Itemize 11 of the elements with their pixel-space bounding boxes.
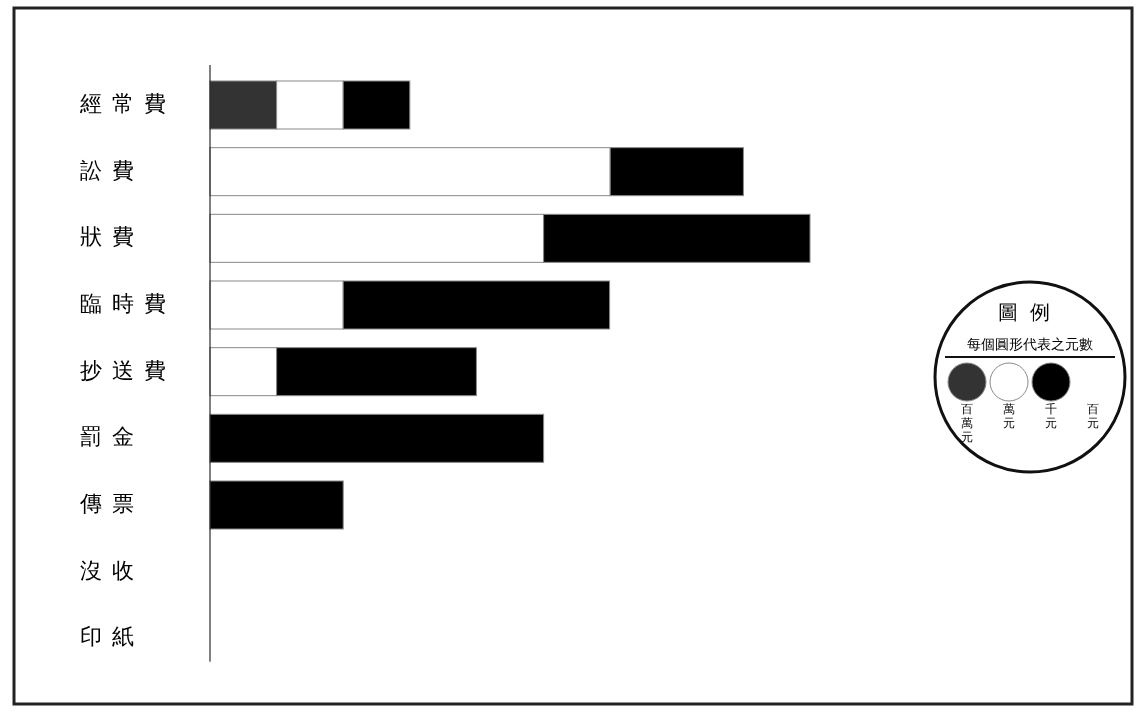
y-tick-label: 傳票 (79, 491, 144, 516)
y-tick-label: 經常費 (79, 91, 176, 116)
y-tick-label: 狀費 (80, 224, 144, 250)
y-tick-label: 訟費 (80, 157, 144, 183)
y-tick-label: 罰金 (80, 424, 144, 450)
y-tick-label: 抄送費 (80, 357, 176, 383)
legend-title: 圖例 (998, 300, 1062, 324)
y-tick-label: 沒收 (80, 557, 144, 583)
y-tick-label: 臨時費 (80, 291, 176, 316)
legend: 圖例 每個圓形代表之元數 百萬元 萬元 千元 百元 (933, 280, 1127, 474)
y-tick-label: 印紙 (80, 624, 144, 650)
